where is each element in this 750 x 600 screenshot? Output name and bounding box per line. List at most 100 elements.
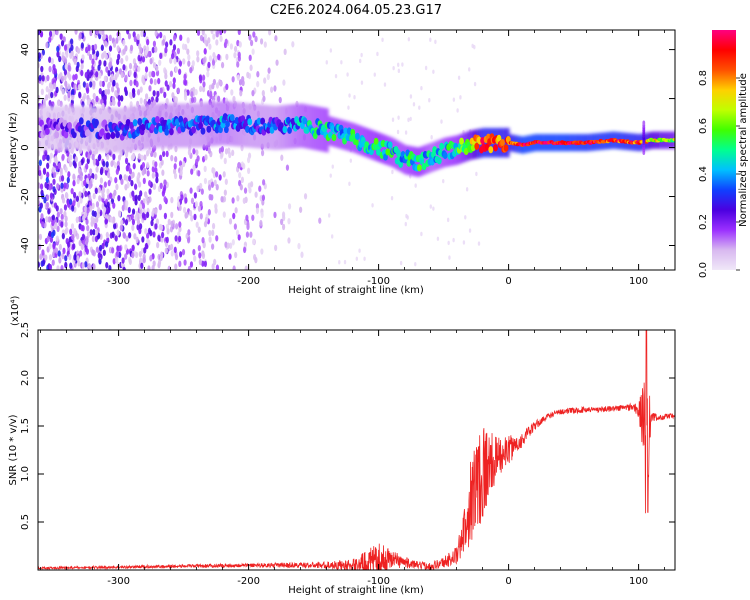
spectrogram-ridge-cell	[355, 132, 360, 140]
spectrogram-noise-blob	[108, 34, 112, 42]
spectrogram-noise-blob	[178, 68, 182, 75]
snr-xtick-label: 0	[505, 576, 511, 587]
spectrogram-noise-blob	[182, 58, 186, 65]
spectrogram-noise-blob	[225, 53, 229, 61]
spectrogram-noise-blob	[101, 192, 105, 199]
spectrogram-noise-blob	[146, 211, 150, 219]
spectrogram-noise-blob	[217, 53, 221, 61]
spectrogram-noise-blob	[283, 48, 287, 56]
spectrogram-ridge-cell	[376, 148, 381, 156]
spectrogram-noise-blob	[249, 231, 253, 238]
spectrogram-noise-blob	[159, 154, 163, 162]
spectrogram-noise-blob	[141, 236, 145, 243]
spectrogram-noise-blob	[190, 168, 194, 175]
spectrogram-noise-blob	[98, 87, 102, 95]
spectrogram-noise-blob	[156, 90, 160, 98]
spectrogram-noise-blob	[63, 204, 68, 211]
spectrogram-noise-blob	[325, 60, 328, 65]
spectrogram-noise-blob	[78, 215, 82, 223]
spectrogram-noise-blob	[189, 261, 194, 268]
spectrogram-noise-blob	[170, 196, 174, 204]
spectrogram-noise-blob	[68, 253, 72, 261]
spectrogram-ridge-cell	[44, 127, 50, 135]
spectrogram-noise-blob	[204, 154, 208, 161]
spectrogram-noise-blob	[397, 62, 400, 68]
spectrogram-noise-blob	[261, 89, 265, 97]
spectrogram-noise-blob	[208, 229, 212, 237]
spectrogram-noise-blob	[223, 189, 227, 196]
spectrogram-noise-blob	[48, 254, 53, 261]
spectrogram-noise-blob	[406, 215, 409, 220]
spectrogram-ridge-halo-cell	[335, 118, 339, 148]
spectrogram-noise-blob	[203, 220, 208, 228]
spectrogram-noise-blob	[156, 241, 160, 249]
spectrogram-noise-blob	[93, 43, 98, 51]
spectrogram-noise-blob	[119, 224, 123, 232]
spectrogram-noise-blob	[172, 34, 177, 42]
spectrogram-noise-blob	[104, 53, 108, 60]
spectrogram-noise-blob	[41, 49, 45, 56]
spectrogram-noise-blob	[349, 158, 353, 163]
spectrogram-noise-blob	[74, 30, 78, 35]
spectrogram-noise-blob	[88, 179, 93, 187]
spectrogram-noise-blob	[187, 265, 192, 270]
spectrogram-noise-blob	[171, 52, 175, 60]
spectrogram-noise-blob	[409, 116, 412, 122]
spectrogram-ridge-halo-cell	[445, 137, 448, 167]
spectrogram-noise-blob	[185, 211, 189, 218]
spectrogram-noise-blob	[230, 89, 234, 96]
spectrogram-ridge-halo-cell	[381, 133, 384, 164]
spectrogram-noise-blob	[92, 80, 96, 88]
spectrogram-noise-blob	[161, 169, 165, 176]
spectrogram-noise-blob	[201, 74, 206, 81]
spectrogram-noise-blob	[127, 33, 132, 40]
spectrogram-ridge-halo-cell	[247, 103, 250, 148]
spectrogram-noise-blob	[170, 220, 174, 228]
spectrogram-noise-blob	[136, 89, 141, 96]
spectrogram-noise-blob	[343, 259, 347, 265]
spectrogram-noise-blob	[197, 244, 201, 252]
spectrogram-noise-blob	[128, 175, 132, 182]
spectrogram-noise-blob	[225, 83, 229, 91]
spectrogram-noise-blob	[348, 93, 351, 98]
spectrogram-noise-blob	[146, 198, 150, 206]
spectrogram-ridge-cell	[168, 128, 174, 136]
spectrogram-ridge-cell	[198, 121, 204, 130]
spectrogram-ridge-halo-cell	[424, 144, 428, 175]
spectrogram-noise-blob	[152, 183, 157, 190]
spectrogram-noise-blob	[151, 172, 155, 179]
spectrogram-noise-blob	[166, 228, 170, 235]
spectrogram-noise-blob	[155, 176, 159, 184]
spectrogram-noise-blob	[153, 78, 157, 86]
spectrogram-noise-blob	[84, 206, 88, 213]
spectrogram-noise-blob	[38, 74, 42, 82]
spectrogram-noise-blob	[211, 222, 216, 230]
spectrogram-noise-blob	[270, 86, 274, 93]
spectrogram-noise-blob	[164, 247, 168, 254]
spectrogram-noise-blob	[232, 95, 236, 103]
spectrogram-noise-blob	[137, 153, 141, 160]
spectrogram-noise-blob	[242, 197, 246, 204]
spectrogram-noise-blob	[340, 60, 343, 65]
spectrogram-noise-blob	[214, 203, 218, 210]
spectrogram-noise-blob	[144, 66, 149, 73]
spectrogram-noise-blob	[194, 88, 198, 96]
spectrogram-noise-blob	[198, 258, 202, 266]
spectrogram-noise-blob	[213, 258, 217, 266]
spectrogram-noise-blob	[95, 95, 99, 103]
spectrogram-xtick-label: -100	[367, 276, 390, 287]
spectrogram-noise-blob	[137, 54, 141, 62]
spectrogram-noise-blob	[429, 204, 432, 209]
spectrogram-noise-blob	[237, 51, 241, 59]
spectrogram-noise-blob	[169, 80, 173, 88]
spectrogram-noise-blob	[159, 224, 164, 231]
spectrogram-ridge-cell	[439, 142, 445, 150]
spectrogram-noise-blob	[217, 95, 221, 103]
spectrogram-noise-blob	[113, 222, 117, 230]
spectrogram-noise-blob	[105, 262, 109, 269]
spectrogram-noise-blob	[45, 194, 50, 201]
spectrogram-noise-blob	[111, 86, 115, 93]
spectrogram-noise-blob	[159, 254, 163, 262]
spectrogram-ridge-halo-cell	[250, 103, 253, 148]
spectrogram-noise-blob	[89, 30, 93, 37]
